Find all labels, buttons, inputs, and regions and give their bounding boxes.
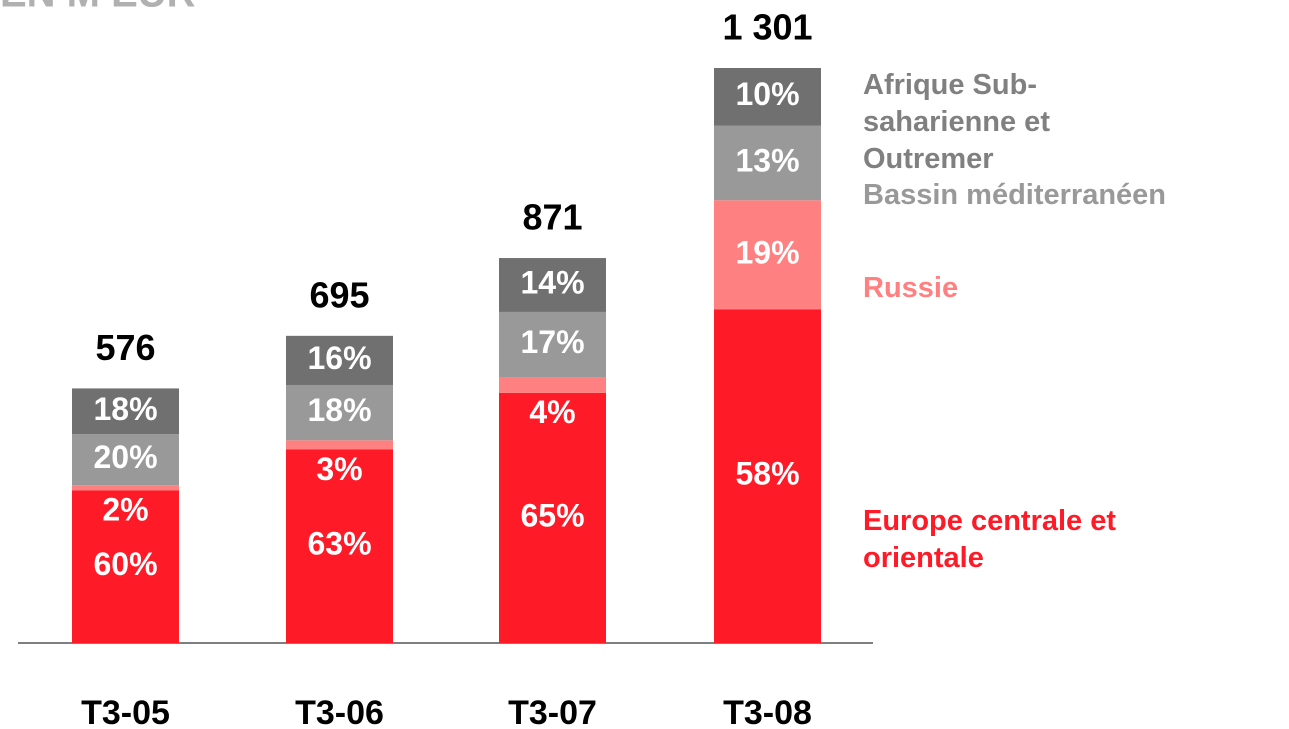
bar-segment (286, 440, 393, 450)
bar-segment (499, 311, 606, 378)
bar-segment (499, 392, 606, 643)
bar-segment (714, 200, 821, 310)
bar-segment (499, 377, 606, 393)
segment-label: 20% (93, 439, 157, 475)
segment-label: 16% (307, 340, 371, 376)
bar-segment (714, 68, 821, 126)
segment-label: 18% (307, 392, 371, 428)
segment-label: 58% (735, 456, 799, 492)
total-label: 871 (522, 197, 582, 238)
x-tick-label: T3-06 (295, 694, 384, 729)
segment-label: 60% (93, 546, 157, 582)
total-label: 1 301 (722, 7, 812, 48)
bar-segment (72, 388, 179, 435)
legend-entry: Russie (863, 272, 959, 304)
bar-segment (72, 434, 179, 486)
bar-segment (286, 384, 393, 441)
total-label: 695 (309, 274, 369, 315)
bar-segment (286, 335, 393, 385)
bar-segment (72, 490, 179, 643)
legend-entry: Bassin méditerranéen (863, 179, 1167, 211)
segment-label: 2% (102, 492, 148, 528)
x-tick-label: T3-08 (723, 694, 812, 729)
segment-label: 13% (735, 142, 799, 178)
x-tick-label: T3-07 (508, 694, 597, 729)
bar-segment (714, 125, 821, 201)
bar-segment (72, 485, 179, 491)
segment-label: 65% (520, 497, 584, 533)
bar-segment (286, 449, 393, 643)
legend-entry: Europe centrale et orientale (863, 505, 1117, 574)
chart-title: EN M EUR (0, 0, 196, 16)
legend-entry: Afrique Sub-saharienne et Outremer (863, 69, 1050, 175)
segment-label: 14% (520, 264, 584, 300)
segment-label: 63% (307, 526, 371, 562)
segment-label: 3% (316, 451, 362, 487)
bar-segment (714, 309, 821, 643)
bar-segment (499, 258, 606, 312)
segment-label: 17% (520, 324, 584, 360)
x-tick-label: T3-05 (81, 694, 170, 729)
total-label: 576 (95, 327, 155, 368)
segment-label: 18% (93, 391, 157, 427)
segment-label: 19% (735, 234, 799, 270)
segment-label: 10% (735, 76, 799, 112)
segment-label: 4% (529, 394, 575, 430)
